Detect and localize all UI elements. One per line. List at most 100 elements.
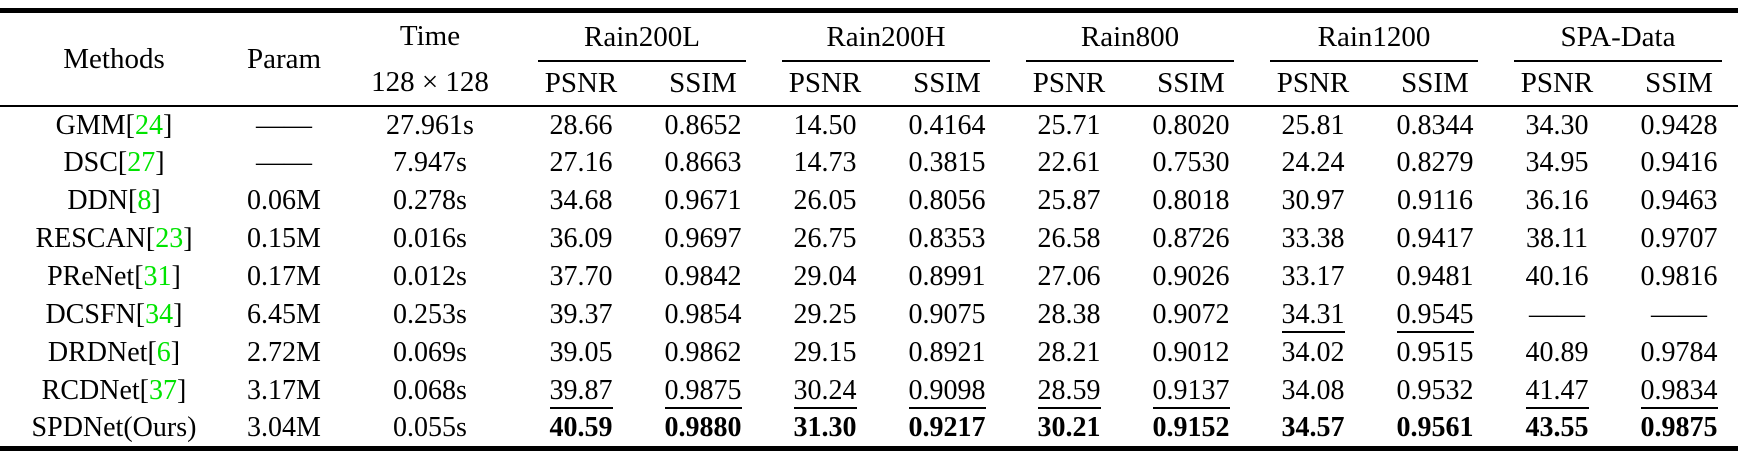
subheader-ssim: SSIM	[642, 61, 764, 108]
subheader-ssim: SSIM	[886, 61, 1008, 108]
metric-cell: 40.16	[1496, 258, 1618, 296]
metric-cell: 36.09	[520, 220, 642, 258]
metric-cell: 0.9842	[642, 258, 764, 296]
metric-cell: 0.8921	[886, 334, 1008, 372]
method-name: DCSFN	[45, 299, 136, 330]
table-row: DSC[27] —— 7.947s 27.16 0.8663 14.73 0.3815 22.…	[0, 144, 1738, 182]
metric-value: 0.8056	[908, 185, 986, 216]
metric-cell: 28.59	[1008, 372, 1130, 410]
metric-cell: 0.9116	[1374, 182, 1496, 220]
param-cell: 3.04M	[247, 411, 321, 443]
subheader-psnr: PSNR	[764, 61, 886, 108]
citation-link[interactable]: 27	[127, 147, 156, 178]
citation-link[interactable]: 24	[135, 109, 163, 141]
metric-value: 0.9098	[908, 375, 986, 409]
metric-value: 25.81	[1281, 109, 1345, 141]
group-header-rain200h: Rain200H	[764, 11, 1008, 62]
citation-link[interactable]: 34	[145, 299, 174, 330]
table-header: Methods Param Time 128 × 128 Rain200L Ra…	[0, 10, 1738, 108]
metric-value: 0.9880	[664, 411, 742, 443]
method-name: GMM	[55, 109, 126, 141]
metric-cell: 29.25	[764, 296, 886, 334]
metric-value: 0.3815	[908, 147, 986, 178]
metric-value: 0.8921	[908, 337, 986, 368]
param-cell: 0.06M	[247, 185, 321, 216]
method-name: PReNet	[47, 261, 135, 292]
metric-cell: 0.9152	[1130, 410, 1252, 448]
metric-cell: 0.8344	[1374, 106, 1496, 144]
metric-value: 0.8020	[1152, 109, 1230, 141]
citation-link[interactable]: 8	[137, 185, 152, 216]
metric-value: 0.9026	[1152, 261, 1230, 292]
metric-value: 0.9217	[908, 411, 986, 443]
metric-cell: 40.59	[520, 410, 642, 448]
metric-cell: 0.9545	[1374, 296, 1496, 334]
metric-cell: 0.8018	[1130, 182, 1252, 220]
metric-value: 40.89	[1525, 337, 1589, 368]
metric-cell: 0.9072	[1130, 296, 1252, 334]
metric-value: 0.9152	[1152, 411, 1230, 443]
metric-cell: 14.73	[764, 144, 886, 182]
metric-cell: 0.9875	[642, 372, 764, 410]
metric-cell: 0.9217	[886, 410, 1008, 448]
metric-cell: 0.8056	[886, 182, 1008, 220]
citation-link[interactable]: 37	[149, 375, 177, 406]
metric-cell: 0.9026	[1130, 258, 1252, 296]
col-header-time: Time 128 × 128	[340, 10, 520, 107]
metric-value: 29.25	[793, 299, 857, 330]
metric-cell: 27.16	[520, 144, 642, 182]
citation-link[interactable]: 31	[143, 261, 172, 292]
metric-value: 0.9697	[664, 223, 742, 254]
metric-value: 0.9561	[1396, 411, 1474, 443]
metric-value: 0.4164	[908, 109, 986, 141]
group-header-spa-data: SPA-Data	[1496, 11, 1738, 62]
metric-cell: 26.75	[764, 220, 886, 258]
metric-value: 0.8018	[1152, 185, 1230, 216]
method-name: SPDNet(Ours)	[31, 411, 197, 443]
metric-value: 34.30	[1525, 109, 1589, 141]
metric-value: 28.38	[1037, 299, 1101, 330]
metric-value: 25.71	[1037, 109, 1101, 141]
time-cell: 0.016s	[393, 223, 467, 254]
citation-link[interactable]: 23	[155, 223, 184, 254]
param-cell: ——	[256, 147, 312, 178]
metric-cell: 34.31	[1252, 296, 1374, 334]
metric-cell: 0.9880	[642, 410, 764, 448]
subheader-psnr: PSNR	[1008, 61, 1130, 108]
metric-cell: 39.05	[520, 334, 642, 372]
method-cell: DDN[8]	[67, 185, 161, 216]
param-cell: ——	[256, 109, 312, 141]
metric-cell: 0.8726	[1130, 220, 1252, 258]
metric-value: 0.9875	[1640, 411, 1718, 443]
metric-value: 0.8663	[664, 147, 742, 178]
metric-value: 30.97	[1281, 185, 1345, 216]
metric-value: 0.9515	[1396, 337, 1474, 368]
method-name: RCDNet	[41, 375, 140, 406]
metric-value: 24.24	[1281, 147, 1345, 178]
metric-value: 0.9417	[1396, 223, 1474, 254]
table-row: RCDNet[37] 3.17M 0.068s 39.87 0.9875 30.24 0.9…	[0, 372, 1738, 410]
metric-value: 43.55	[1525, 411, 1589, 443]
metric-cell: 14.50	[764, 106, 886, 144]
metric-value: 40.59	[549, 411, 613, 443]
method-name: DSC	[63, 147, 118, 178]
metric-value: 34.95	[1525, 147, 1589, 178]
metric-cell: 0.9854	[642, 296, 764, 334]
metric-value: 27.16	[549, 147, 613, 178]
time-cell: 0.068s	[393, 375, 467, 406]
time-cell: 27.961s	[386, 109, 474, 141]
citation-link[interactable]: 6	[156, 337, 171, 368]
metric-value: 25.87	[1037, 185, 1101, 216]
metric-cell: 0.9417	[1374, 220, 1496, 258]
metric-cell: 0.9463	[1618, 182, 1738, 220]
metric-value: 29.04	[793, 261, 857, 292]
metric-cell: 0.9816	[1618, 258, 1738, 296]
metric-cell: 26.58	[1008, 220, 1130, 258]
metric-cell: 0.9012	[1130, 334, 1252, 372]
metric-cell: 39.87	[520, 372, 642, 410]
metric-value: 34.57	[1281, 411, 1345, 443]
metric-cell: 0.9098	[886, 372, 1008, 410]
table-row: SPDNet(Ours) 3.04M 0.055s 40.59 0.9880 31.30 0…	[0, 410, 1738, 448]
metric-cell: 36.16	[1496, 182, 1618, 220]
subheader-psnr: PSNR	[520, 61, 642, 108]
